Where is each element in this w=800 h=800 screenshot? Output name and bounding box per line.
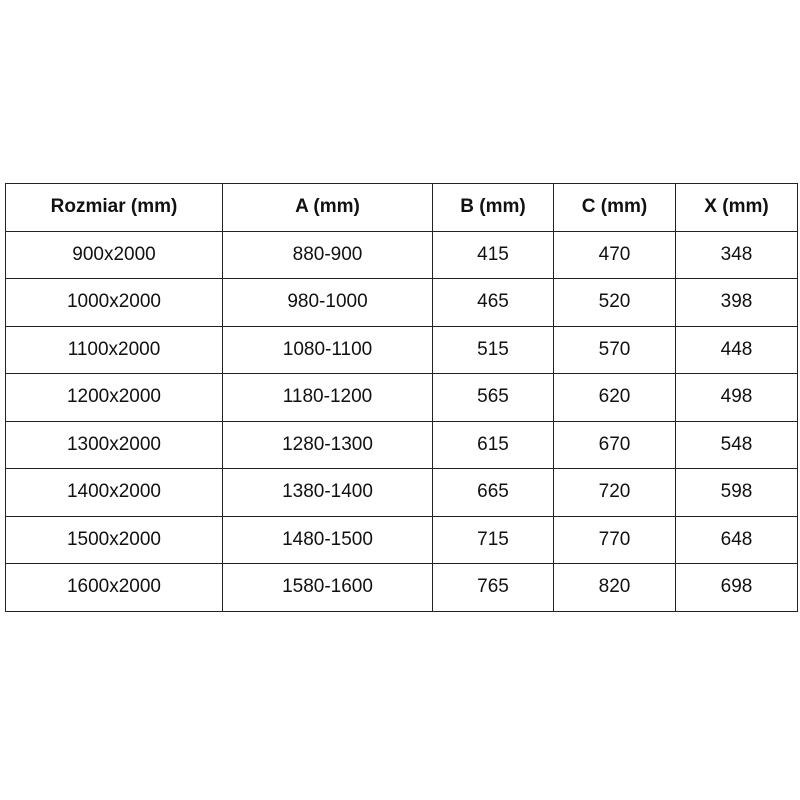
table-cell: 1000x2000	[5, 278, 223, 327]
table-cell: 465	[432, 278, 554, 327]
table-cell: 398	[675, 278, 798, 327]
table-cell: 820	[553, 563, 676, 612]
table-cell: 415	[432, 230, 554, 279]
table-row: 1000x2000 980-1000 465 520 398	[5, 278, 798, 327]
header-rozmiar: Rozmiar (mm)	[5, 183, 223, 232]
table-cell: 1100x2000	[5, 325, 223, 374]
table-cell: 765	[432, 563, 554, 612]
table-cell: 715	[432, 515, 554, 564]
table-row: 1500x2000 1480-1500 715 770 648	[5, 515, 798, 564]
table-cell: 448	[675, 325, 798, 374]
table-cell: 1080-1100	[222, 325, 433, 374]
header-x: X (mm)	[675, 183, 798, 232]
table-cell: 498	[675, 373, 798, 422]
table-cell: 770	[553, 515, 676, 564]
table-cell: 598	[675, 468, 798, 517]
header-b: B (mm)	[432, 183, 554, 232]
table-cell: 1200x2000	[5, 373, 223, 422]
header-a: A (mm)	[222, 183, 433, 232]
table-row: 1400x2000 1380-1400 665 720 598	[5, 468, 798, 517]
table-cell: 900x2000	[5, 230, 223, 279]
table-cell: 1580-1600	[222, 563, 433, 612]
table-cell: 720	[553, 468, 676, 517]
table-cell: 698	[675, 563, 798, 612]
table-cell: 1380-1400	[222, 468, 433, 517]
table-cell: 565	[432, 373, 554, 422]
table-row: 1200x2000 1180-1200 565 620 498	[5, 373, 798, 422]
dimensions-table: Rozmiar (mm) A (mm) B (mm) C (mm) X (mm)…	[5, 183, 798, 612]
table-row: 1300x2000 1280-1300 615 670 548	[5, 420, 798, 469]
table-cell: 980-1000	[222, 278, 433, 327]
table-cell: 620	[553, 373, 676, 422]
table-row: 900x2000 880-900 415 470 348	[5, 230, 798, 279]
table-body: 900x2000 880-900 415 470 348 1000x2000 980-100…	[5, 230, 798, 612]
table-cell: 348	[675, 230, 798, 279]
table-cell: 615	[432, 420, 554, 469]
table-cell: 1180-1200	[222, 373, 433, 422]
table-cell: 470	[553, 230, 676, 279]
table-cell: 670	[553, 420, 676, 469]
table-cell: 1280-1300	[222, 420, 433, 469]
table-cell: 1500x2000	[5, 515, 223, 564]
table-cell: 1400x2000	[5, 468, 223, 517]
header-c: C (mm)	[553, 183, 676, 232]
table-cell: 665	[432, 468, 554, 517]
table-row: 1100x2000 1080-1100 515 570 448	[5, 325, 798, 374]
table-row: 1600x2000 1580-1600 765 820 698	[5, 563, 798, 612]
table-cell: 515	[432, 325, 554, 374]
table-cell: 520	[553, 278, 676, 327]
header-row: Rozmiar (mm) A (mm) B (mm) C (mm) X (mm)	[5, 183, 798, 232]
table-cell: 1600x2000	[5, 563, 223, 612]
table-cell: 1300x2000	[5, 420, 223, 469]
table-cell: 1480-1500	[222, 515, 433, 564]
table-cell: 880-900	[222, 230, 433, 279]
table-cell: 648	[675, 515, 798, 564]
table-cell: 548	[675, 420, 798, 469]
table-cell: 570	[553, 325, 676, 374]
